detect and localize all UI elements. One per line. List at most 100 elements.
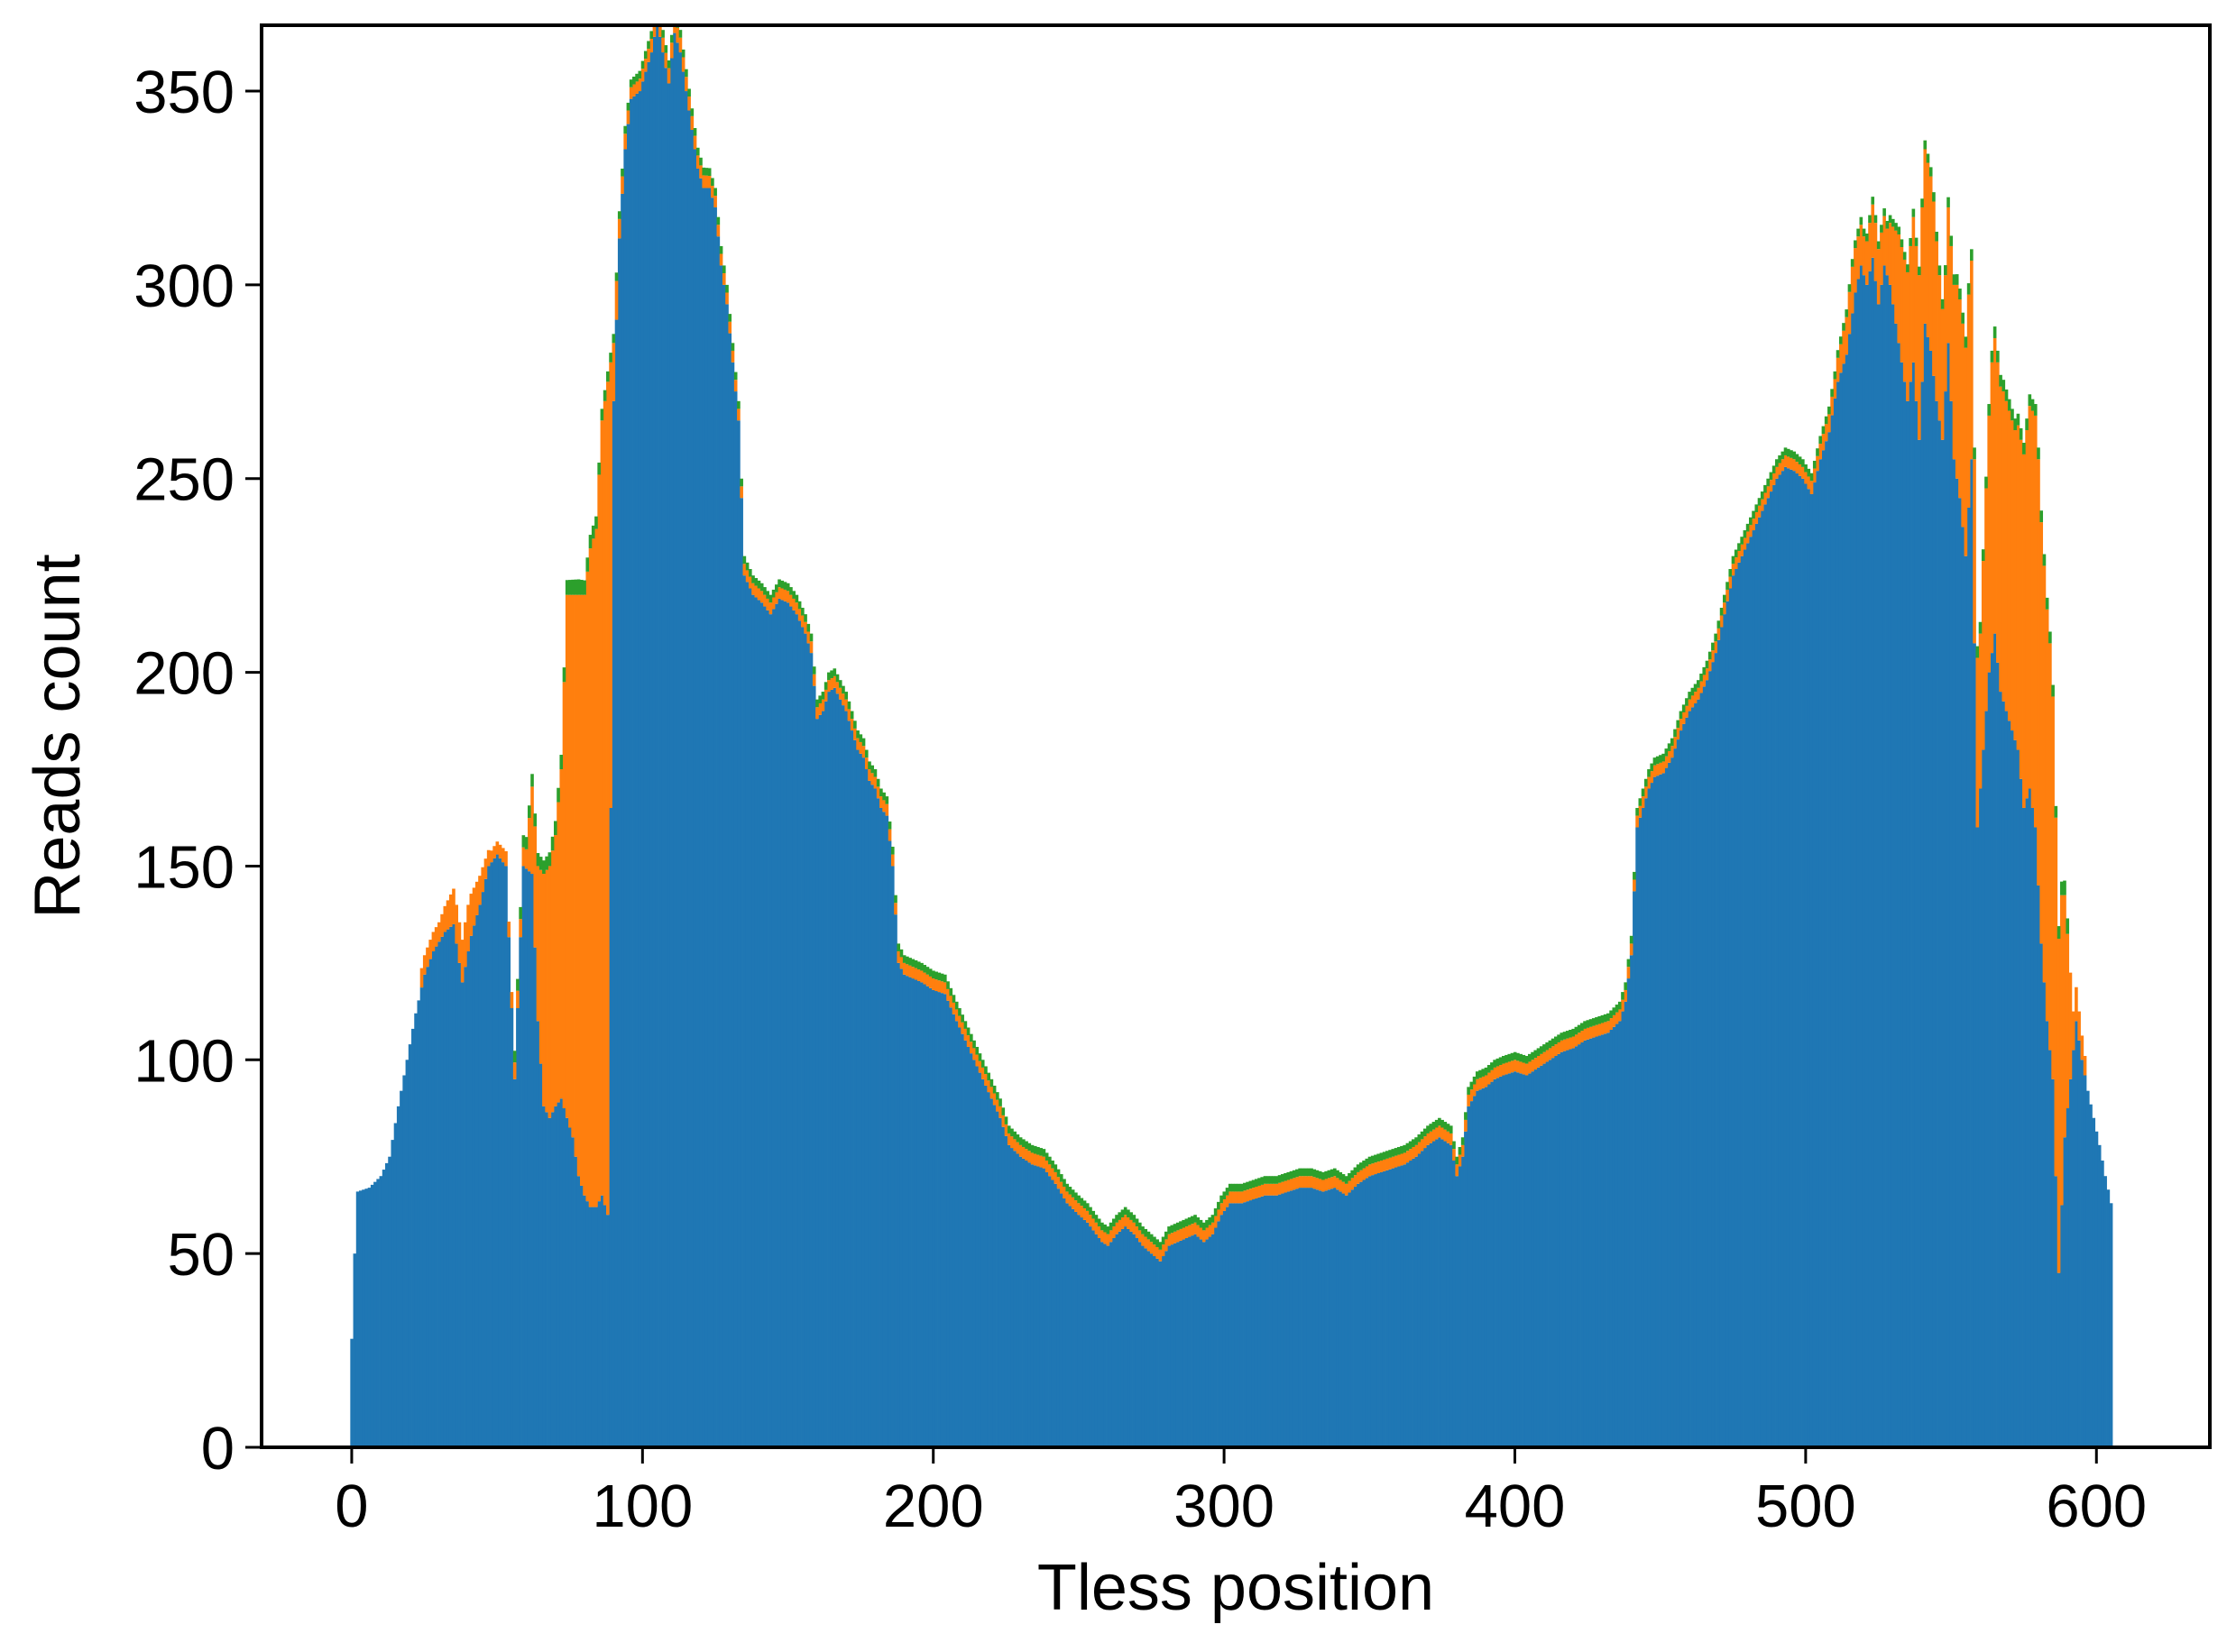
bar-green-84 — [594, 516, 598, 529]
bar-green-353 — [1376, 1153, 1380, 1162]
bar-blue-207 — [952, 1014, 956, 1447]
bar-orange-149 — [783, 589, 787, 601]
bar-blue-595 — [2080, 1060, 2084, 1447]
bar-orange-39 — [464, 922, 467, 968]
bar-green-147 — [778, 579, 781, 588]
bar-blue-20 — [408, 1044, 412, 1447]
bar-orange-48 — [490, 850, 493, 863]
bar-blue-139 — [754, 597, 759, 1447]
bar-blue-603 — [2103, 1176, 2107, 1447]
bar-orange-388 — [1478, 1078, 1482, 1090]
bar-blue-485 — [1760, 510, 1764, 1447]
bar-orange-404 — [1524, 1063, 1529, 1076]
bar-orange-215 — [975, 1054, 980, 1067]
bar-blue-384 — [1467, 1106, 1470, 1447]
bar-orange-396 — [1501, 1063, 1505, 1076]
bar-blue-264 — [1118, 1231, 1122, 1447]
bar-orange-576 — [2025, 430, 2029, 799]
bar-green-513 — [1842, 323, 1845, 331]
bar-blue-456 — [1676, 739, 1680, 1447]
bar-green-382 — [1460, 1137, 1465, 1145]
bar-orange-206 — [949, 996, 953, 1008]
bar-orange-356 — [1385, 1158, 1389, 1170]
bar-green-522 — [1868, 215, 1872, 224]
bar-orange-186 — [890, 854, 895, 867]
bar-blue-131 — [731, 362, 735, 1448]
bar-orange-44 — [478, 876, 482, 905]
bar-blue-496 — [1792, 471, 1796, 1448]
bar-blue-240 — [1048, 1176, 1052, 1447]
bar-orange-169 — [842, 693, 845, 706]
bar-green-396 — [1501, 1056, 1505, 1064]
bar-green-208 — [954, 1001, 959, 1010]
bar-blue-386 — [1472, 1096, 1477, 1447]
bar-orange-144 — [768, 602, 773, 615]
bar-blue-0 — [350, 1338, 354, 1447]
bar-green-172 — [850, 711, 854, 720]
bar-blue-472 — [1723, 614, 1726, 1447]
bar-orange-145 — [771, 597, 776, 610]
bar-blue-367 — [1417, 1153, 1422, 1447]
bar-blue-307 — [1243, 1202, 1247, 1447]
bar-blue-291 — [1196, 1236, 1201, 1447]
bar-blue-334 — [1321, 1191, 1325, 1447]
bar-orange-453 — [1667, 750, 1671, 763]
bar-green-207 — [952, 995, 956, 1003]
bar-orange-313 — [1260, 1184, 1265, 1197]
bar-blue-568 — [2001, 701, 2006, 1447]
bar-green-218 — [984, 1066, 988, 1075]
bar-blue-551 — [1952, 459, 1956, 1447]
bar-blue-36 — [455, 943, 459, 1447]
bar-green-247 — [1068, 1187, 1072, 1195]
bar-orange-522 — [1868, 223, 1872, 271]
bar-blue-429 — [1597, 1035, 1601, 1447]
bar-blue-149 — [783, 601, 787, 1447]
bar-blue-396 — [1501, 1075, 1505, 1447]
bar-orange-121 — [702, 175, 706, 188]
bar-blue-167 — [835, 693, 840, 1447]
bar-orange-552 — [1955, 284, 1959, 479]
bar-green-450 — [1659, 755, 1662, 763]
bar-blue-357 — [1388, 1169, 1392, 1447]
bar-green-182 — [879, 788, 883, 797]
bar-green-369 — [1422, 1128, 1427, 1137]
bar-orange-60 — [524, 849, 529, 869]
bar-blue-8 — [373, 1181, 377, 1447]
bar-orange-502 — [1809, 481, 1814, 494]
bar-orange-164 — [827, 680, 831, 693]
bar-green-471 — [1719, 607, 1724, 616]
bar-orange-59 — [521, 847, 526, 867]
bar-blue-592 — [2071, 1050, 2075, 1447]
bar-green-333 — [1318, 1170, 1322, 1179]
bar-blue-371 — [1429, 1143, 1433, 1447]
bar-green-468 — [1711, 642, 1715, 651]
bar-orange-101 — [643, 59, 648, 72]
bar-blue-433 — [1609, 1030, 1613, 1447]
bar-blue-117 — [690, 130, 695, 1447]
bar-blue-152 — [792, 610, 796, 1447]
bar-orange-96 — [629, 87, 633, 99]
bar-orange-429 — [1597, 1023, 1601, 1036]
bar-orange-26 — [426, 947, 429, 968]
bar-orange-446 — [1647, 776, 1651, 789]
bar-blue-301 — [1225, 1207, 1229, 1447]
bar-green-311 — [1254, 1179, 1258, 1188]
bar-green-520 — [1862, 228, 1866, 237]
bar-orange-243 — [1056, 1177, 1061, 1189]
bar-green-362 — [1403, 1144, 1406, 1153]
bar-orange-494 — [1786, 456, 1790, 469]
bar-green-236 — [1036, 1146, 1040, 1155]
bar-blue-312 — [1257, 1197, 1261, 1447]
bar-blue-349 — [1365, 1178, 1369, 1447]
bar-blue-278 — [1158, 1261, 1163, 1447]
bar-green-220 — [989, 1078, 994, 1088]
bar-green-68 — [547, 852, 552, 867]
bar-green-345 — [1353, 1167, 1357, 1176]
bar-orange-561 — [1981, 561, 1985, 750]
bar-blue-162 — [821, 711, 825, 1447]
bar-green-485 — [1760, 491, 1764, 500]
bar-orange-254 — [1089, 1215, 1092, 1227]
bar-green-357 — [1388, 1150, 1392, 1158]
bar-blue-197 — [923, 984, 927, 1447]
bar-blue-338 — [1333, 1188, 1337, 1447]
